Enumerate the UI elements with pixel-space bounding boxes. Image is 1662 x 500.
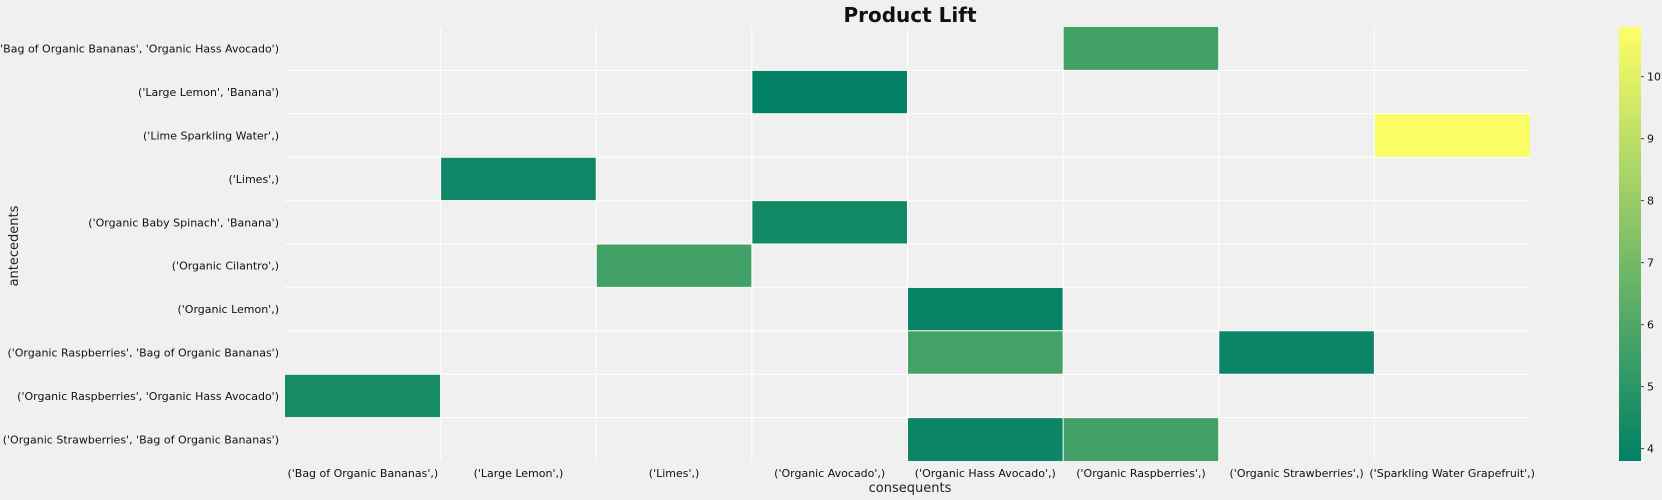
- heatmap-cell-6: [907, 287, 1064, 331]
- x-tick-label-6: ('Organic Strawberries',): [1230, 467, 1364, 480]
- y-tick-label-5: ('Organic Cilantro',): [172, 260, 279, 273]
- y-tick-label-3: ('Limes',): [228, 173, 279, 186]
- y-tick-label-2: ('Lime Sparkling Water',): [143, 130, 279, 143]
- heatmap-cell-2: [1374, 113, 1530, 158]
- colorbar-tick-label-1: 5: [1647, 381, 1654, 394]
- heatmap-cell-0: [1063, 27, 1219, 71]
- colorbar-tick-label-4: 8: [1647, 195, 1654, 208]
- x-tick-label-2: ('Limes',): [649, 467, 700, 480]
- colorbar-tick-label-3: 7: [1647, 257, 1654, 270]
- colorbar-tick-label-5: 9: [1647, 133, 1654, 146]
- heatmap-cell-1: [751, 70, 908, 114]
- y-tick-label-1: ('Large Lemon', 'Banana'): [138, 86, 279, 99]
- y-tick-label-0: ('Bag of Organic Bananas', 'Organic Hass…: [0, 43, 279, 56]
- x-tick-label-7: ('Sparkling Water Grapefruit',): [1369, 467, 1535, 480]
- x-tick-label-0: ('Bag of Organic Bananas',): [287, 467, 438, 480]
- colorbar-ticks: 4 5 6 7 8 9 10: [1641, 71, 1661, 456]
- heatmap-cell-9: [285, 374, 441, 418]
- y-tick-label-9: ('Organic Strawberries', 'Bag of Organic…: [3, 433, 279, 446]
- heatmap-cell-11: [1063, 417, 1219, 461]
- colorbar-tick-label-0: 4: [1647, 443, 1654, 456]
- y-tick-label-4: ('Organic Baby Spinach', 'Banana'): [88, 216, 279, 229]
- colorbar-tick-label-2: 6: [1647, 319, 1654, 332]
- heatmap-cell-5: [596, 244, 752, 288]
- heatmap-cell-4: [751, 200, 908, 244]
- chart-title: Product Lift: [843, 3, 976, 27]
- heatmap-cell-3: [440, 157, 597, 201]
- y-tick-label-7: ('Organic Raspberries', 'Bag of Organic …: [7, 347, 279, 360]
- x-tick-label-5: ('Organic Raspberries',): [1076, 467, 1205, 480]
- x-tick-label-3: ('Organic Avocado',): [774, 467, 885, 480]
- heatmap-grid: [285, 27, 1530, 461]
- heatmap-cell-10: [907, 417, 1064, 461]
- y-tick-labels: ('Bag of Organic Bananas', 'Organic Hass…: [0, 43, 279, 447]
- heatmap-cell-8: [1218, 330, 1375, 375]
- colorbar-tick-label-6: 10: [1647, 71, 1661, 84]
- y-tick-label-8: ('Organic Raspberries', 'Organic Hass Av…: [17, 390, 279, 403]
- heatmap-cell-7: [907, 330, 1064, 375]
- colorbar: [1619, 27, 1641, 461]
- x-tick-labels: ('Bag of Organic Bananas',) ('Large Lemon…: [287, 467, 1535, 480]
- y-tick-label-6: ('Organic Lemon',): [177, 303, 279, 316]
- y-axis-label: antecedents: [7, 205, 22, 286]
- x-tick-label-1: ('Large Lemon',): [474, 467, 564, 480]
- x-tick-label-4: ('Organic Hass Avocado',): [915, 467, 1056, 480]
- x-axis-label: consequents: [869, 481, 952, 496]
